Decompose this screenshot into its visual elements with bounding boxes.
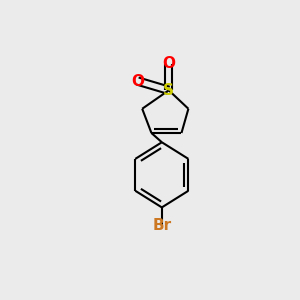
Text: Br: Br <box>152 218 171 233</box>
Text: O: O <box>162 56 175 71</box>
Text: O: O <box>131 74 144 88</box>
Text: S: S <box>163 83 174 98</box>
